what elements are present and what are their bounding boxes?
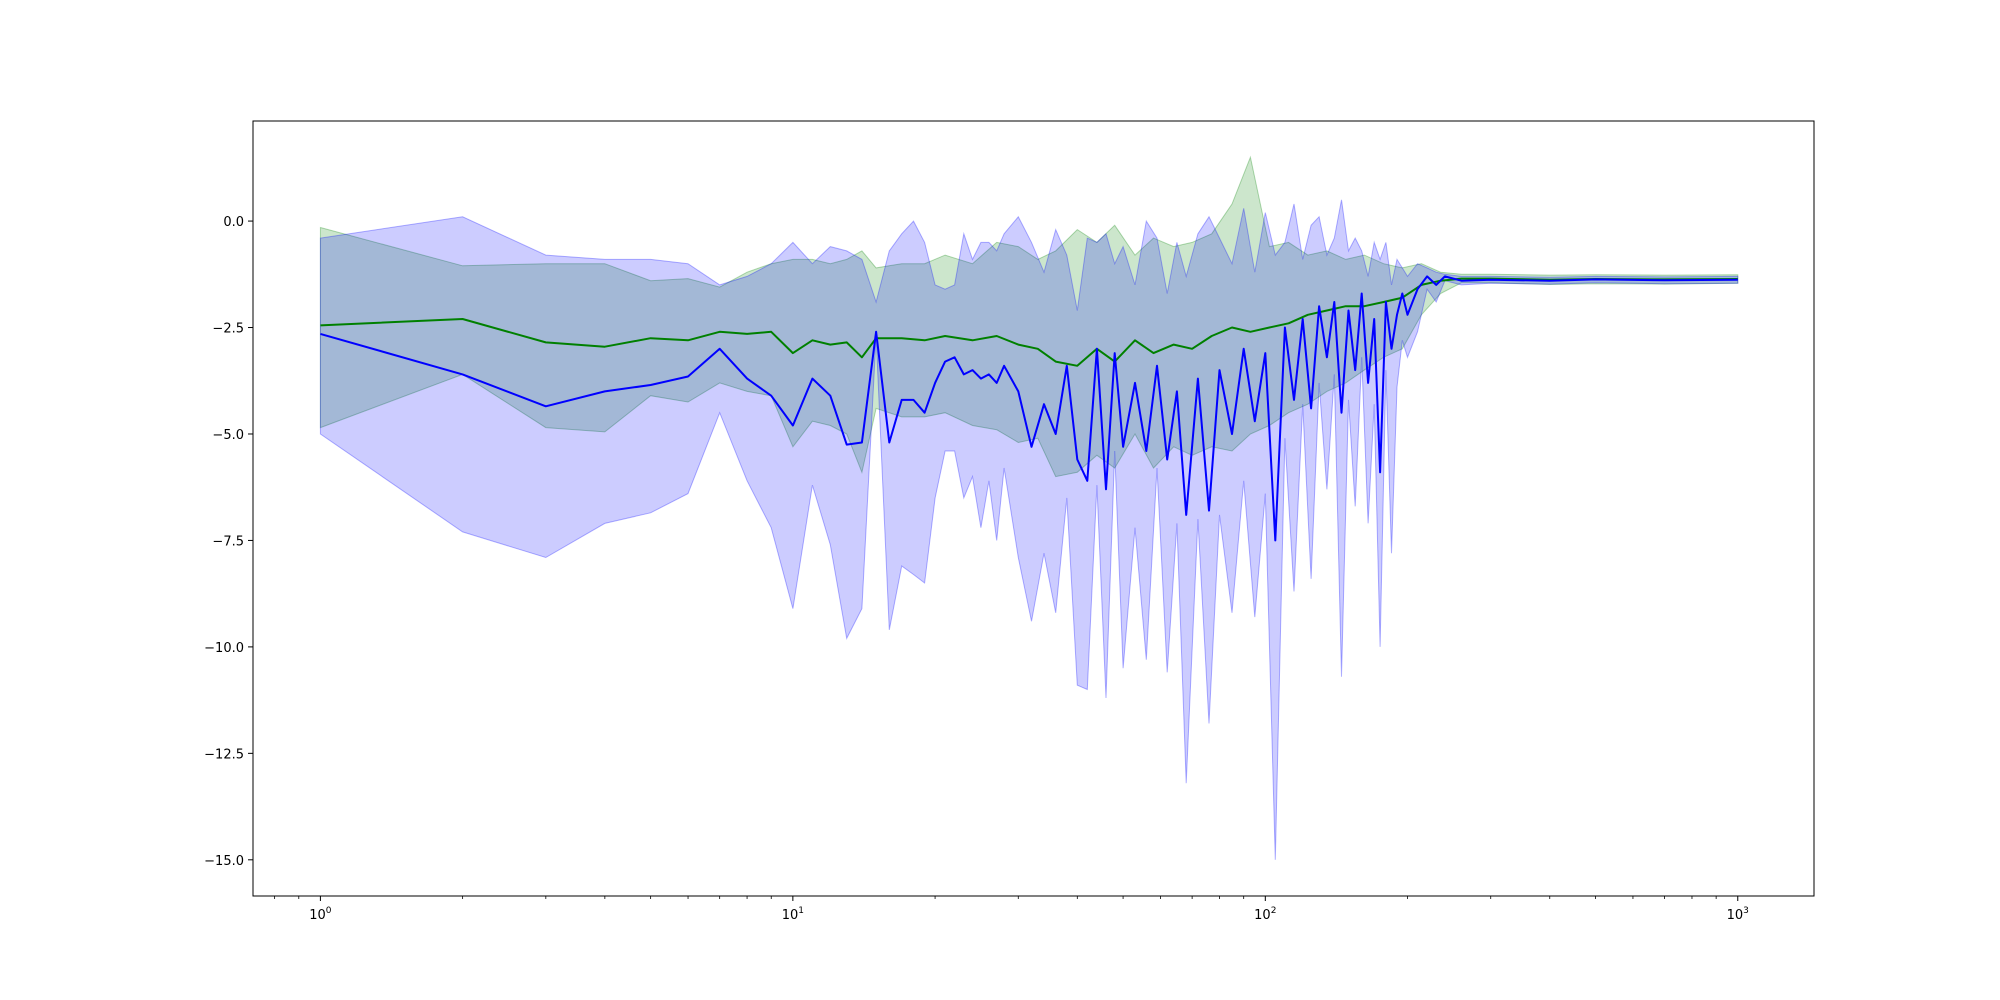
y-tick-label: −15.0 bbox=[204, 854, 244, 869]
plot-area bbox=[319, 155, 1739, 860]
y-tick-label: −7.5 bbox=[212, 534, 244, 549]
y-tick-label: −5.0 bbox=[212, 428, 244, 443]
series-2-line bbox=[320, 275, 1738, 542]
plot-frame bbox=[252, 120, 1815, 897]
y-tick-label: −2.5 bbox=[212, 322, 244, 337]
x-tick-label: 100 bbox=[309, 906, 332, 923]
y-tick-label: 0.0 bbox=[223, 215, 244, 230]
y-tick-label: −10.0 bbox=[204, 641, 244, 656]
x-tick-label: 103 bbox=[1727, 906, 1749, 923]
y-tick-label: −12.5 bbox=[204, 747, 244, 762]
axes: 0.0 −2.5 −5.0 −7.5 −10.0 −12.5 −15.0 100 101 102 1… bbox=[204, 215, 1749, 923]
x-tick-label: 101 bbox=[782, 906, 804, 923]
series-1-band bbox=[319, 155, 1739, 478]
x-tick-label: 102 bbox=[1254, 906, 1276, 923]
